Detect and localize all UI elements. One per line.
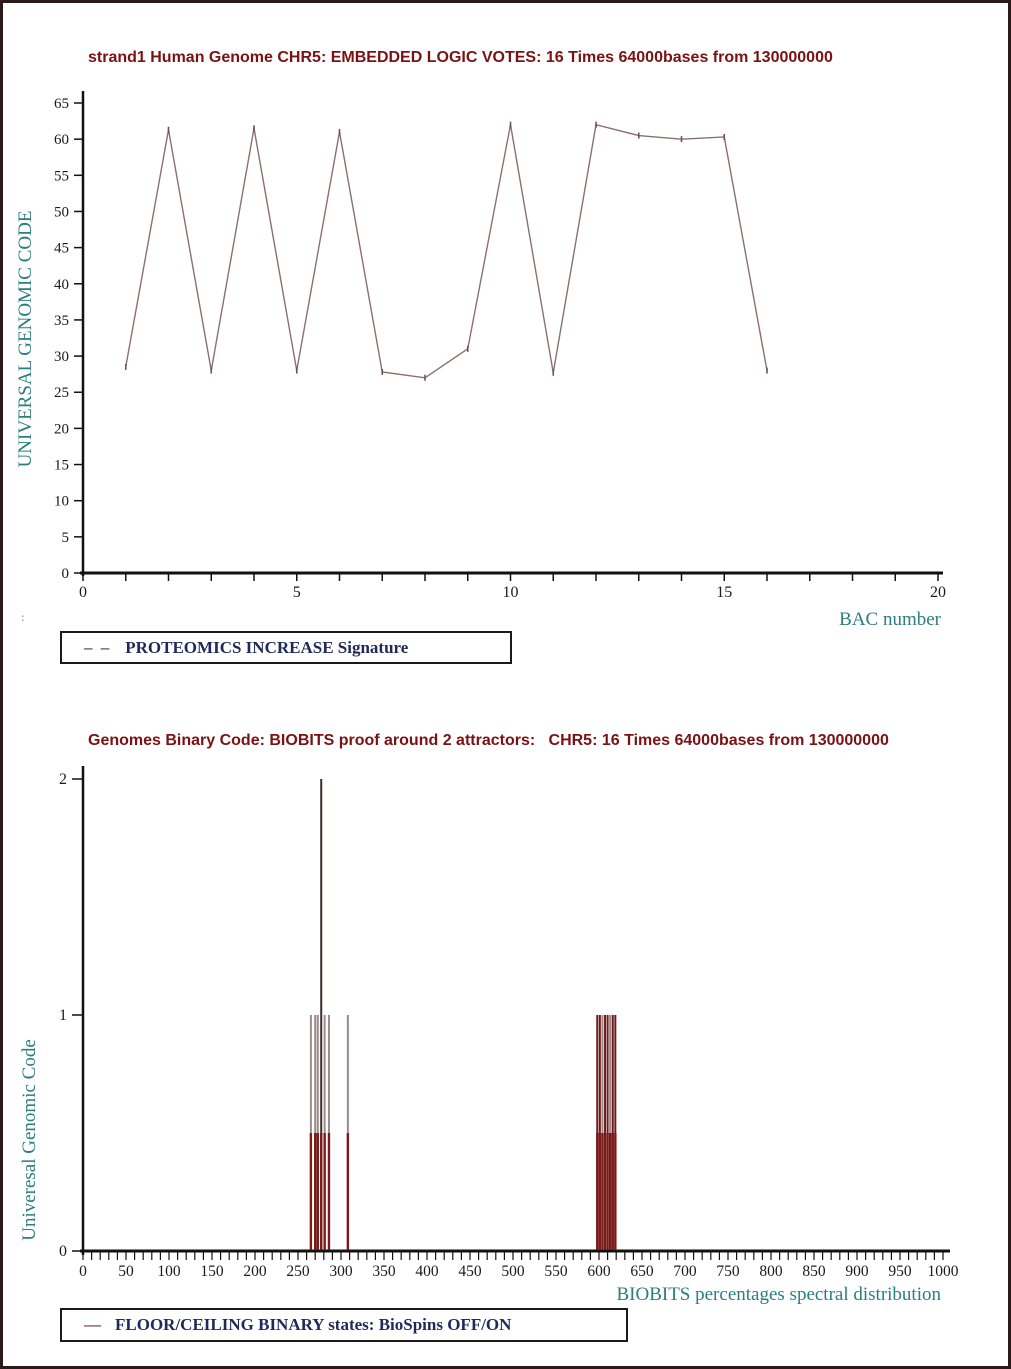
top-chart-legend: – – PROTEOMICS INCREASE Signature (60, 631, 512, 664)
bottom-chart-legend-label: FLOOR/CEILING BINARY states: BioSpins OF… (115, 1315, 512, 1334)
svg-text:0: 0 (59, 1243, 67, 1260)
bottom-chart-title: Genomes Binary Code: BIOBITS proof aroun… (88, 732, 889, 749)
bottom-chart-x-axis-label: BIOBITS percentages spectral distributio… (616, 1284, 941, 1305)
svg-text:50: 50 (118, 1263, 134, 1280)
svg-text:250: 250 (286, 1263, 310, 1280)
top-chart-axes: 0 5 10 15 20 25 30 35 40 45 50 55 60 65 0 5 10 15 20 (54, 91, 946, 601)
svg-text:550: 550 (544, 1263, 568, 1280)
svg-text:2: 2 (59, 771, 67, 788)
bottom-chart-axes: 0 1 2 0 50 100 150 200 250 300 350 400 450 500 550 600 6… (59, 766, 959, 1280)
svg-text:10: 10 (503, 584, 519, 601)
svg-text:25: 25 (54, 385, 69, 401)
proteomics-signature-line (125, 123, 768, 379)
svg-text:1: 1 (59, 1007, 67, 1024)
svg-text:20: 20 (930, 584, 946, 601)
svg-text:0: 0 (62, 566, 70, 582)
svg-text:950: 950 (888, 1263, 912, 1280)
svg-text:150: 150 (200, 1263, 224, 1280)
svg-text:700: 700 (673, 1263, 697, 1280)
svg-text:450: 450 (458, 1263, 482, 1280)
svg-text:500: 500 (501, 1263, 525, 1280)
svg-text:200: 200 (243, 1263, 267, 1280)
svg-text:15: 15 (716, 584, 732, 601)
svg-text:900: 900 (845, 1263, 869, 1280)
svg-text:5: 5 (62, 530, 70, 546)
svg-text:600: 600 (587, 1263, 611, 1280)
svg-text:15: 15 (54, 458, 69, 474)
top-chart-y-axis-label: UNIVERSAL GENOMIC CODE (15, 210, 36, 468)
svg-text:650: 650 (630, 1263, 654, 1280)
svg-text:300: 300 (329, 1263, 353, 1280)
svg-text:350: 350 (372, 1263, 396, 1280)
svg-text:50: 50 (54, 204, 69, 220)
left-margin-artifact: : (21, 611, 25, 624)
bottom-chart-legend: — FLOOR/CEILING BINARY states: BioSpins … (60, 1308, 628, 1342)
solid-line-sample-icon: — (84, 1315, 101, 1334)
svg-text:45: 45 (54, 241, 69, 257)
svg-text:60: 60 (54, 132, 69, 148)
top-chart-x-axis-label: BAC number (839, 609, 941, 630)
svg-text:40: 40 (54, 277, 69, 293)
biospin-spikes (309, 779, 617, 1250)
top-chart-plot: 0 5 10 15 20 25 30 35 40 45 50 55 60 65 0 5 10 15 20 (54, 91, 946, 601)
svg-text:750: 750 (716, 1263, 740, 1280)
svg-text:5: 5 (293, 584, 301, 601)
svg-text:65: 65 (54, 96, 69, 112)
bottom-chart-plot: 0 1 2 0 50 100 150 200 250 300 350 400 450 500 550 600 6… (59, 766, 959, 1280)
svg-text:0: 0 (79, 1263, 87, 1280)
svg-text:400: 400 (415, 1263, 439, 1280)
top-chart-legend-label: PROTEOMICS INCREASE Signature (125, 637, 409, 657)
svg-text:35: 35 (54, 313, 69, 329)
svg-text:0: 0 (79, 584, 87, 601)
svg-text:100: 100 (157, 1263, 181, 1280)
top-chart-title: strand1 Human Genome CHR5: EMBEDDED LOGI… (88, 49, 833, 66)
dashed-line-sample-icon: – – (84, 637, 112, 657)
svg-text:10: 10 (54, 494, 69, 510)
svg-text:850: 850 (802, 1263, 826, 1280)
svg-text:55: 55 (54, 168, 69, 184)
bottom-chart-y-axis-label: Univeresal Genomic Code (19, 1039, 40, 1241)
svg-text:1000: 1000 (928, 1263, 959, 1280)
svg-text:800: 800 (759, 1263, 783, 1280)
svg-text:20: 20 (54, 421, 69, 437)
svg-text:30: 30 (54, 349, 69, 365)
